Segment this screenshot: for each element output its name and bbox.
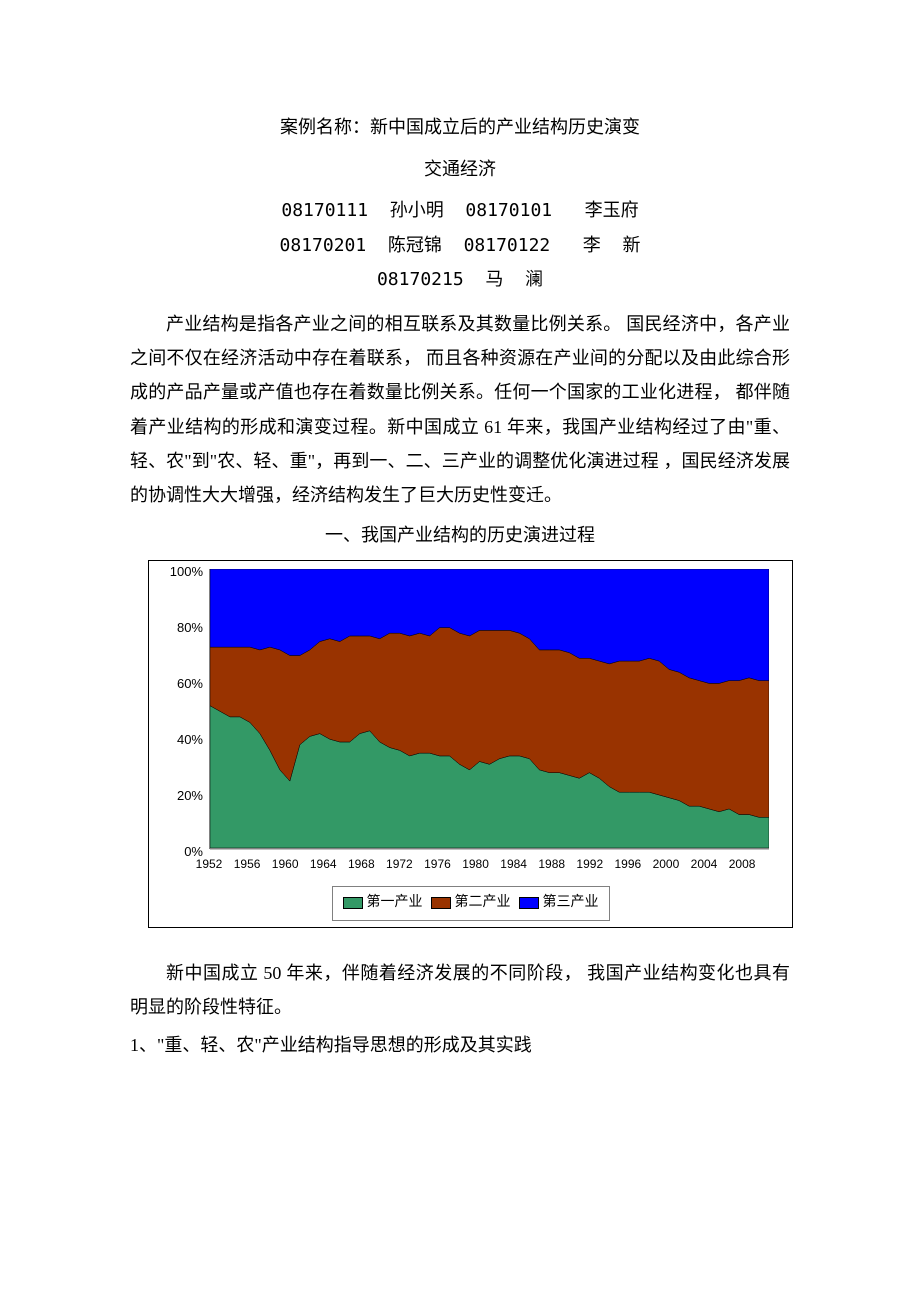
x-tick: 2000	[653, 853, 680, 876]
x-tick: 2008	[729, 853, 756, 876]
x-tick: 1960	[272, 853, 299, 876]
x-tick: 1952	[196, 853, 223, 876]
author-line-2: 08170201 陈冠锦 08170122 李 新	[130, 229, 790, 263]
chart-y-axis: 100%80%60%40%20%0%	[157, 569, 209, 849]
section-heading: 一、我国产业结构的历史演进过程	[130, 518, 790, 552]
x-tick: 1976	[424, 853, 451, 876]
x-tick: 2004	[691, 853, 718, 876]
chart-svg	[210, 569, 769, 848]
x-tick: 1956	[234, 853, 261, 876]
x-tick: 1996	[615, 853, 642, 876]
legend-item: 第一产业	[343, 890, 423, 917]
document-subtitle: 交通经济	[130, 152, 790, 186]
stacked-area-chart: 100%80%60%40%20%0% 1952 1956 1960 1964 1968 1…	[148, 560, 793, 927]
x-tick: 1964	[310, 853, 337, 876]
chart-plot-area	[209, 569, 769, 849]
legend-swatch	[431, 897, 451, 909]
chart-legend: 第一产业 第二产业 第三产业	[332, 886, 610, 921]
author-line-3: 08170215 马 澜	[130, 263, 790, 297]
x-tick: 1980	[462, 853, 489, 876]
x-tick: 1992	[576, 853, 603, 876]
legend-item: 第三产业	[519, 890, 599, 917]
legend-label: 第三产业	[543, 890, 599, 917]
authors-block: 08170111 孙小明 08170101 李玉府 08170201 陈冠锦 0…	[130, 194, 790, 297]
intro-paragraph: 产业结构是指各产业之间的相互联系及其数量比例关系。 国民经济中，各产业之间不仅在…	[130, 307, 790, 512]
author-line-1: 08170111 孙小明 08170101 李玉府	[130, 194, 790, 228]
subheading: 1、"重、轻、农"产业结构指导思想的形成及其实践	[130, 1028, 790, 1062]
x-tick: 1972	[386, 853, 413, 876]
legend-swatch	[343, 897, 363, 909]
legend-swatch	[519, 897, 539, 909]
grid-line	[210, 849, 769, 850]
legend-label: 第一产业	[367, 890, 423, 917]
x-tick: 1968	[348, 853, 375, 876]
body-paragraph: 新中国成立 50 年来，伴随着经济发展的不同阶段， 我国产业结构变化也具有明显的…	[130, 956, 790, 1024]
document-title: 案例名称：新中国成立后的产业结构历史演变	[130, 110, 790, 144]
x-tick: 1984	[500, 853, 527, 876]
legend-label: 第二产业	[455, 890, 511, 917]
legend-item: 第二产业	[431, 890, 511, 917]
x-tick: 1988	[538, 853, 565, 876]
chart-x-axis: 1952195619601964196819721976198019841988…	[209, 849, 769, 876]
